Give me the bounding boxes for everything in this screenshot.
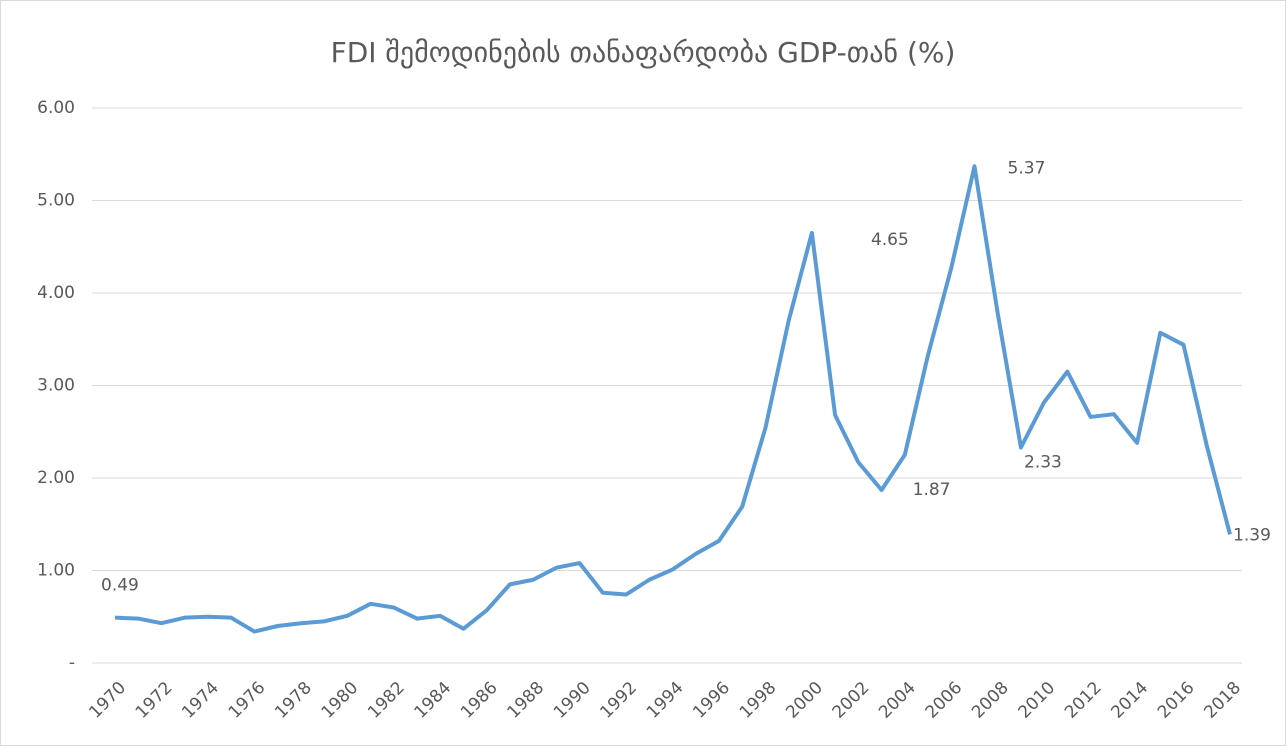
data-label: 1.87 (913, 480, 951, 500)
y-tick-label: 2.00 (37, 468, 75, 488)
chart-title: FDI შემოდინების თანაფარდობა GDP-თან (%) (331, 36, 956, 69)
data-label: 1.39 (1233, 525, 1271, 545)
data-label: 0.49 (101, 576, 139, 596)
y-tick-label: 5.00 (37, 191, 75, 211)
y-tick-label: - (69, 653, 75, 673)
y-tick-label: 6.00 (37, 98, 75, 118)
y-tick-label: 1.00 (37, 561, 75, 581)
data-label: 4.65 (871, 230, 909, 250)
y-tick-label: 3.00 (37, 376, 75, 396)
data-label: 2.33 (1024, 452, 1062, 472)
y-tick-label: 4.00 (37, 283, 75, 303)
data-line (114, 164, 1232, 634)
data-label: 5.37 (1008, 158, 1046, 178)
